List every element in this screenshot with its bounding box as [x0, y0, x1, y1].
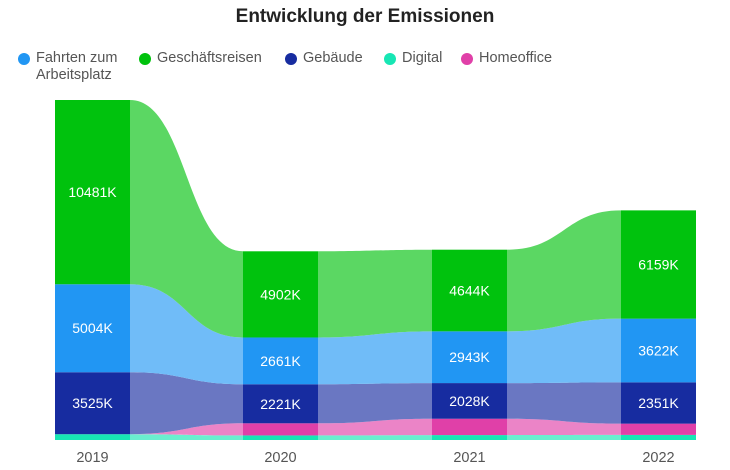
x-tick-label-2019: 2019 — [76, 450, 108, 466]
value-label-fahrten-zum-arbeitsplatz-2020: 2661K — [260, 353, 301, 369]
legend-label-fahrten: Fahrten zum Arbeitsplatz — [36, 50, 118, 83]
x-tick-label-2021: 2021 — [453, 450, 485, 466]
ribbon-fahrten-zum-arbeitsplatz-2020-2021[interactable] — [318, 331, 432, 385]
segment-fahrten-zum-arbeitsplatz-2021[interactable] — [432, 331, 507, 384]
ribbon-homeoffice-2021-2022[interactable] — [507, 418, 621, 436]
segment-geschaeftsreisen-2019[interactable] — [55, 100, 130, 285]
legend-label-digital: Digital — [402, 50, 443, 66]
segment-gebaeude-2019[interactable] — [55, 372, 130, 435]
value-label-fahrten-zum-arbeitsplatz-2022: 3622K — [638, 342, 679, 358]
value-label-gebaeude-2020: 2221K — [260, 396, 301, 412]
ribbon-fahrten-zum-arbeitsplatz-2019-2020[interactable] — [130, 284, 243, 385]
segment-fahrten-zum-arbeitsplatz-2020[interactable] — [243, 337, 318, 385]
segment-digital-2020[interactable] — [243, 435, 318, 440]
chart-title: Entwicklung der Emissionen — [235, 6, 495, 27]
ribbon-homeoffice-2019-2020[interactable] — [130, 423, 243, 436]
ribbon-gebaeude-2020-2021[interactable] — [318, 383, 432, 424]
x-axis: 2019 2020 2021 2022 — [76, 450, 674, 466]
segment-digital-2022[interactable] — [621, 434, 696, 440]
value-label-fahrten-zum-arbeitsplatz-2019: 5004K — [72, 320, 113, 336]
legend-marker-gebaeude — [285, 53, 297, 65]
value-label-gebaeude-2022: 2351K — [638, 395, 679, 411]
value-label-gebaeude-2019: 3525K — [72, 395, 113, 411]
value-label-geschaeftsreisen-2019: 10481K — [68, 184, 117, 200]
value-label-geschaeftsreisen-2021: 4644K — [449, 283, 490, 299]
legend-marker-geschaeftsreisen — [139, 53, 151, 65]
x-tick-label-2022: 2022 — [642, 450, 674, 466]
ribbon-geschaeftsreisen-2021-2022[interactable] — [507, 210, 621, 332]
segment-geschaeftsreisen-2021[interactable] — [432, 249, 507, 332]
segment-digital-2019[interactable] — [55, 434, 130, 440]
ribbon-homeoffice-2020-2021[interactable] — [318, 418, 432, 436]
value-labels: 3525K 2221K 2028K 2351K 5004K 2661K 2943K 3622K… — [68, 184, 679, 412]
segment-geschaeftsreisen-2022[interactable] — [621, 210, 696, 319]
segment-homeoffice-2020[interactable] — [243, 423, 318, 436]
value-label-fahrten-zum-arbeitsplatz-2021: 2943K — [449, 349, 490, 365]
legend-marker-homeoffice — [461, 53, 473, 65]
x-tick-label-2020: 2020 — [264, 450, 296, 466]
segment-geschaeftsreisen-2020[interactable] — [243, 251, 318, 338]
segment-gebaeude-2020[interactable] — [243, 384, 318, 424]
legend-label-gebaeude: Gebäude — [303, 50, 363, 66]
segment-homeoffice-2022[interactable] — [621, 423, 696, 435]
value-label-geschaeftsreisen-2020: 4902K — [260, 286, 301, 302]
segment-digital-2021[interactable] — [432, 435, 507, 440]
segment-fahrten-zum-arbeitsplatz-2019[interactable] — [55, 284, 130, 373]
ribbon-digital-2021-2022[interactable] — [507, 434, 621, 440]
columns — [55, 100, 696, 440]
ribbon-geschaeftsreisen-2020-2021[interactable] — [318, 249, 432, 338]
ribbon-geschaeftsreisen-2019-2020[interactable] — [130, 100, 243, 338]
segment-gebaeude-2021[interactable] — [432, 383, 507, 419]
value-label-gebaeude-2021: 2028K — [449, 393, 490, 409]
ribbon-digital-2019-2020[interactable] — [130, 434, 243, 440]
segment-homeoffice-2021[interactable] — [432, 418, 507, 436]
value-label-geschaeftsreisen-2022: 6159K — [638, 257, 679, 273]
segment-gebaeude-2022[interactable] — [621, 382, 696, 424]
segment-fahrten-zum-arbeitsplatz-2022[interactable] — [621, 318, 696, 383]
ribbon-fahrten-zum-arbeitsplatz-2021-2022[interactable] — [507, 318, 621, 384]
ribbons — [130, 100, 621, 440]
ribbon-gebaeude-2019-2020[interactable] — [130, 372, 243, 435]
legend-marker-digital — [384, 53, 396, 65]
legend-marker-fahrten — [18, 53, 30, 65]
ribbon-gebaeude-2021-2022[interactable] — [507, 382, 621, 424]
ribbon-digital-2020-2021[interactable] — [318, 435, 432, 440]
legend-label-homeoffice: Homeoffice — [479, 50, 553, 66]
legend-label-geschaeftsreisen: Geschäftsreisen — [157, 50, 262, 66]
